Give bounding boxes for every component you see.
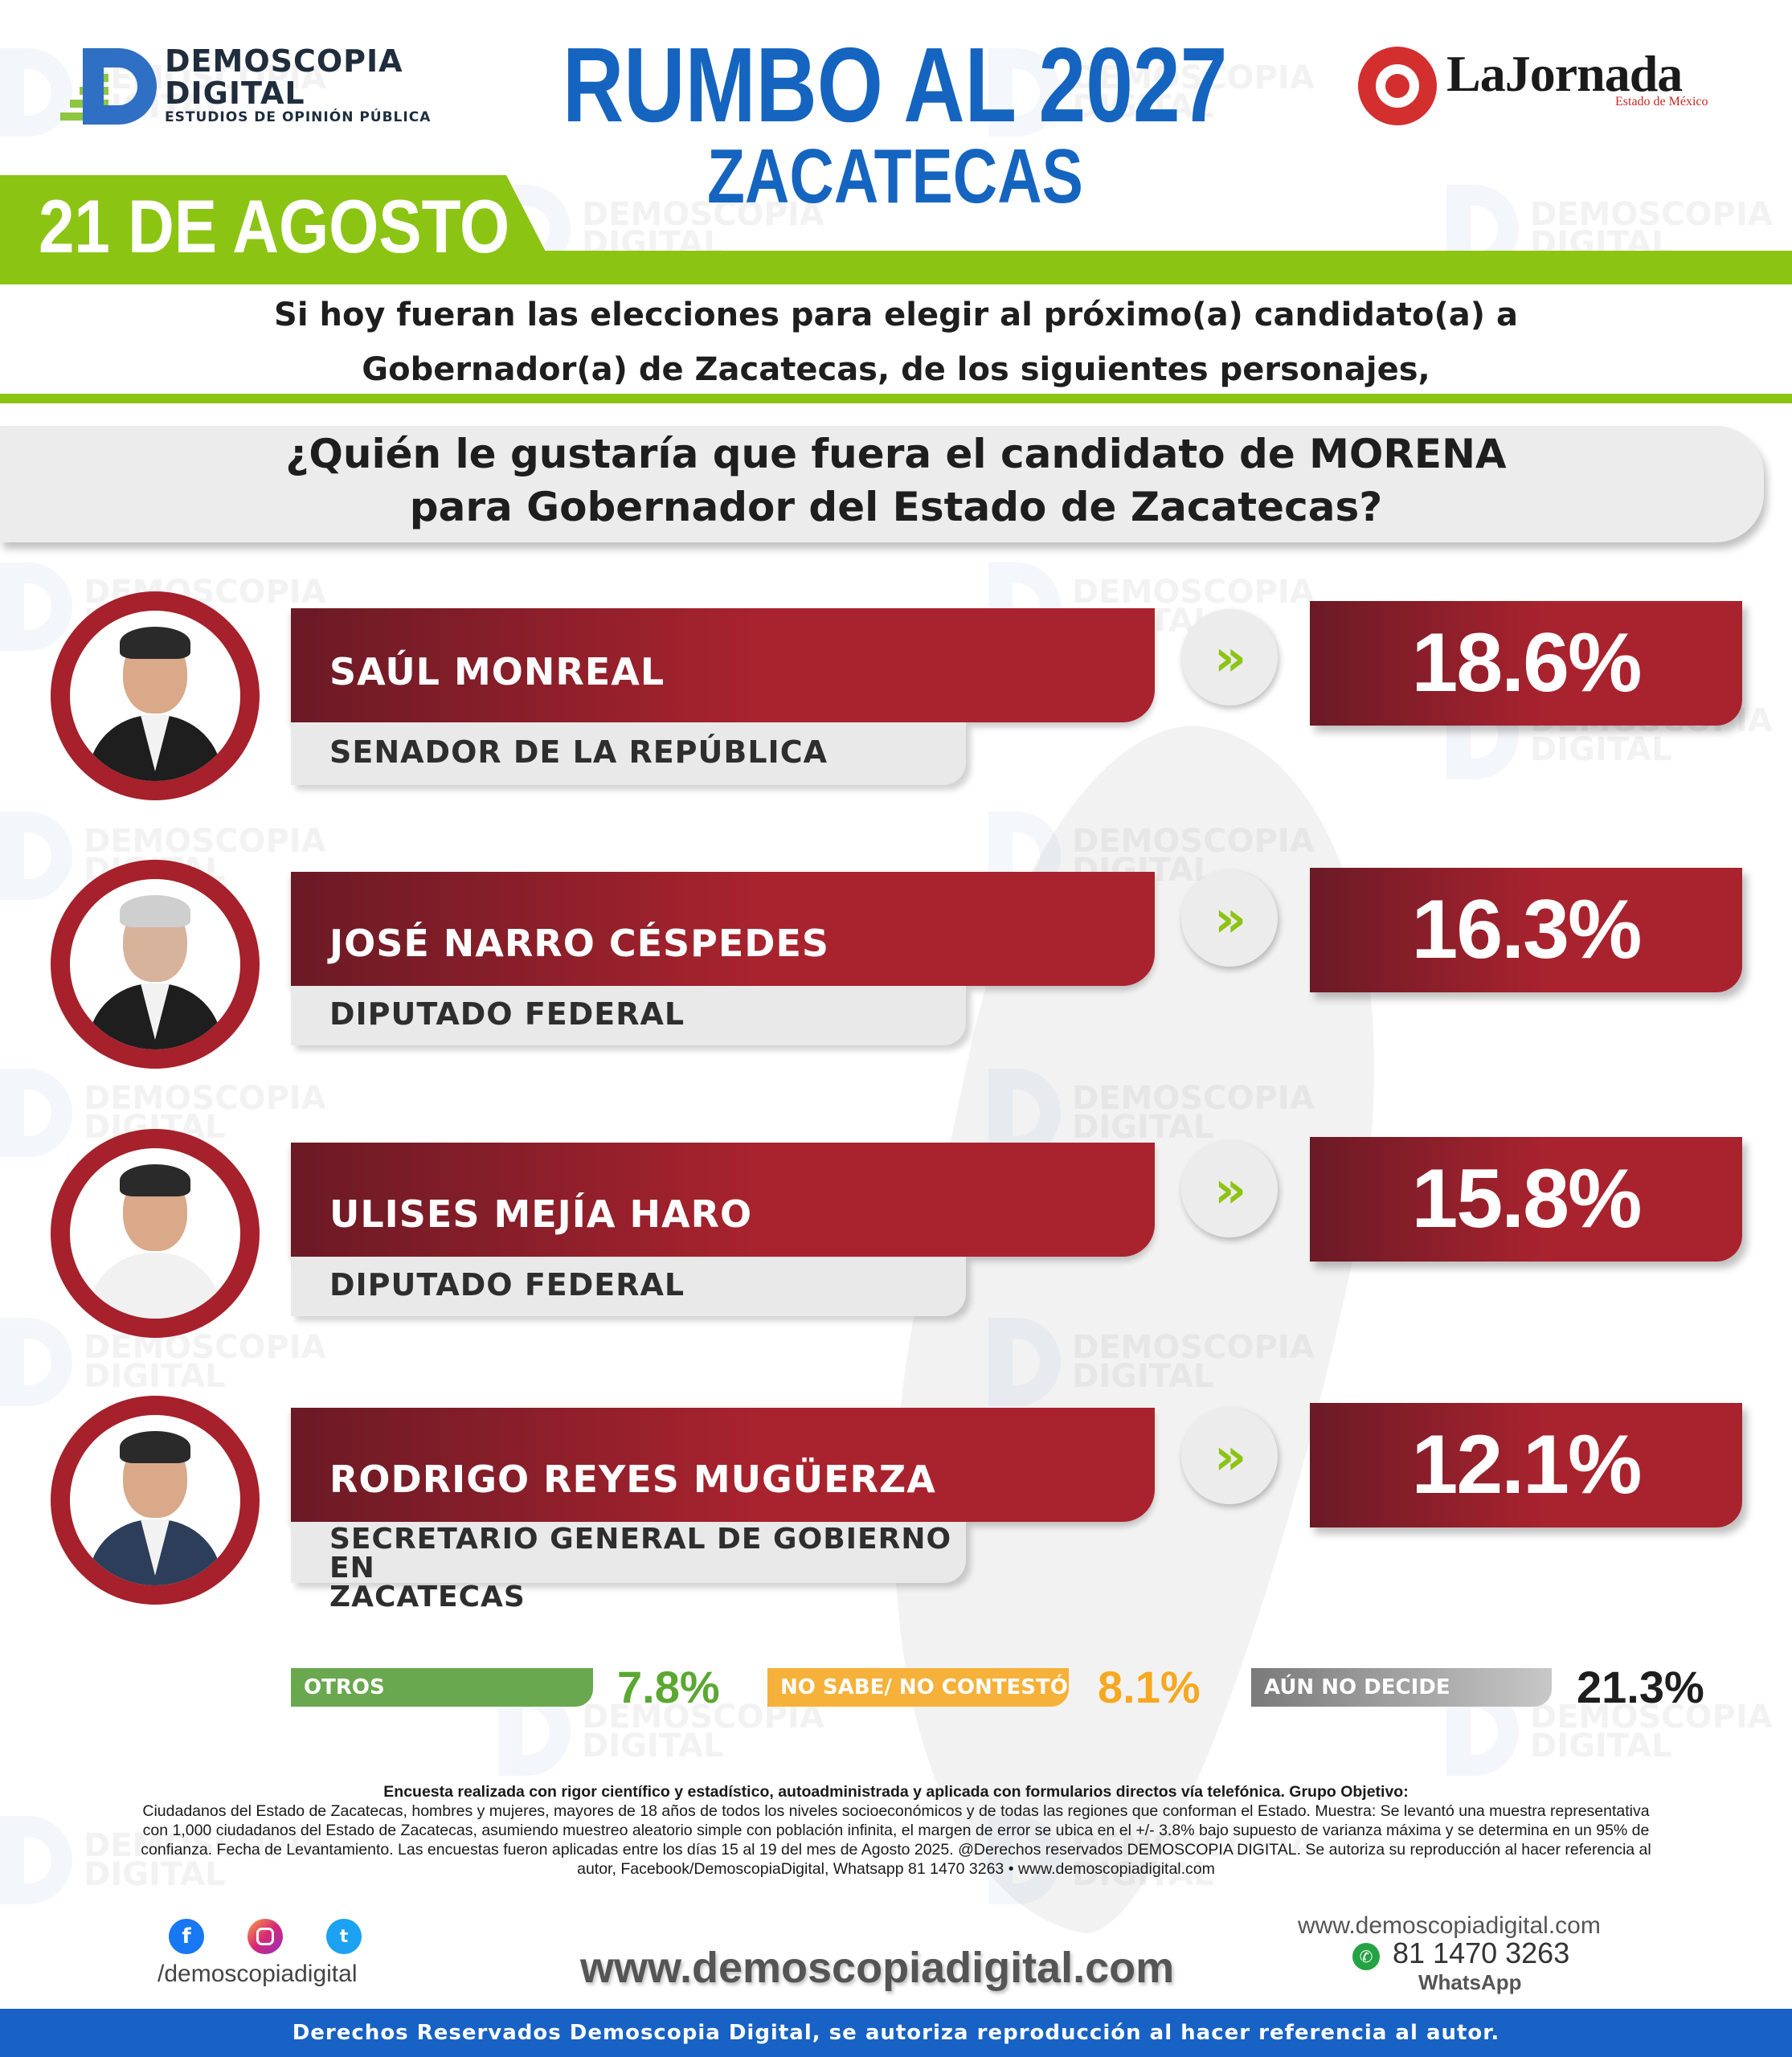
candidate-name: ULISES MEJÍA HARO [329, 1192, 753, 1236]
candidate-role-bar: SENADOR DE LA REPÚBLICA [291, 722, 966, 785]
header-green-band [0, 251, 1792, 284]
question-text: ¿Quién le gustaría que fuera el candidat… [161, 427, 1631, 534]
candidate-role: SENADOR DE LA REPÚBLICA [329, 734, 828, 770]
candidate-name-bar: RODRIGO REYES MUGÜERZA [291, 1408, 1155, 1522]
instagram-icon[interactable] [248, 1919, 283, 1954]
candidate-percent-box: 12.1% [1310, 1403, 1742, 1527]
undecided-percent: 21.3% [1577, 1662, 1704, 1712]
question-line-1: ¿Quién le gustaría que fuera el candidat… [285, 431, 1507, 477]
no-answer-percent: 8.1% [1098, 1662, 1201, 1712]
candidate-photo [51, 1129, 260, 1338]
candidate-percent-box: 16.3% [1310, 868, 1742, 992]
candidate-role: DIPUTADO FEDERAL [329, 1267, 685, 1302]
undecided-bar: AÚN NO DECIDE [1251, 1668, 1552, 1707]
double-chevron-right-icon: » [1181, 1408, 1278, 1504]
intro-line-1: Si hoy fueran las elecciones para elegir… [274, 296, 1518, 333]
candidate-role-bar: DIPUTADO FEDERAL [291, 1257, 966, 1316]
survey-date: 21 DE AGOSTO [39, 184, 510, 268]
candidate-role: SECRETARIO GENERAL DE GOBIERNO EN ZACATE… [329, 1525, 966, 1612]
whatsapp-label: WhatsApp [1418, 1970, 1522, 1994]
candidate-percent: 12.1% [1411, 1418, 1643, 1511]
facebook-icon[interactable]: f [169, 1919, 204, 1954]
intro-text: Si hoy fueran las elecciones para elegir… [161, 288, 1631, 397]
candidate-percent-box: 18.6% [1310, 601, 1742, 726]
no-answer-label: NO SABE/ NO CONTESTÓ [780, 1675, 1068, 1699]
website-link[interactable]: www.demoscopiadigital.com [580, 1944, 1175, 1992]
page-subtitle: ZACATECAS [707, 133, 1083, 219]
candidate-name: SAÚL MONREAL [329, 650, 665, 693]
double-chevron-right-icon: » [1181, 1141, 1278, 1237]
candidate-role-line-2: ZACATECAS [329, 1581, 526, 1613]
candidate-role-line-1: SECRETARIO GENERAL DE GOBIERNO EN [329, 1523, 952, 1585]
double-chevron-right-icon: » [1181, 870, 1278, 967]
website-link-small[interactable]: www.demoscopiadigital.com [1298, 1912, 1601, 1939]
others-label: OTROS [304, 1675, 385, 1699]
candidate-percent: 16.3% [1411, 883, 1643, 976]
candidate-name: JOSÉ NARRO CÉSPEDES [329, 922, 830, 965]
candidate-percent: 18.6% [1411, 616, 1643, 710]
candidate-percent-box: 15.8% [1310, 1137, 1742, 1262]
candidate-name: RODRIGO REYES MUGÜERZA [329, 1458, 936, 1501]
methodology-line: Ciudadanos del Estado de Zacatecas, homb… [142, 1802, 1650, 1820]
partner-name: LaJornada [1446, 45, 1683, 102]
whatsapp-icon[interactable]: ✆ [1352, 1943, 1380, 1970]
question-box [0, 426, 1764, 542]
la-jornada-logo-icon [1358, 47, 1437, 125]
candidate-name-bar: ULISES MEJÍA HARO [291, 1143, 1155, 1257]
methodology-line: Encuesta realizada con rigor científico … [383, 1783, 1409, 1801]
candidate-role-bar: DIPUTADO FEDERAL [291, 986, 966, 1045]
page-title: RUMBO AL 2027 [563, 26, 1228, 144]
no-answer-bar: NO SABE/ NO CONTESTÓ [767, 1668, 1069, 1707]
candidate-name-bar: JOSÉ NARRO CÉSPEDES [291, 872, 1155, 986]
undecided-label: AÚN NO DECIDE [1264, 1675, 1450, 1699]
methodology-text: Encuesta realizada con rigor científico … [48, 1782, 1744, 1879]
social-handle[interactable]: /demoscopiadigital [158, 1961, 358, 1987]
footer-bar: Derechos Reservados Demoscopia Digital, … [0, 2009, 1792, 2057]
question-line-2: para Gobernador del Estado de Zacatecas? [409, 484, 1383, 530]
double-chevron-right-icon: » [1181, 609, 1278, 705]
methodology-line: confianza. Fecha de Levantamiento. Las e… [141, 1841, 1651, 1859]
others-percent: 7.8% [617, 1662, 720, 1712]
brand-name-line1: DEMOSCOPIA [165, 43, 403, 79]
twitter-icon[interactable]: t [326, 1919, 362, 1954]
candidate-name-bar: SAÚL MONREAL [291, 608, 1155, 722]
intro-line-2: Gobernador(a) de Zacatecas, de los sigui… [362, 351, 1430, 388]
whatsapp-number[interactable]: 81 1470 3263 [1393, 1936, 1570, 1969]
partner-region: Estado de México [1615, 95, 1708, 108]
candidate-photo [51, 860, 260, 1069]
demoscopia-logo-icon [60, 48, 157, 125]
brand-name-line2: DIGITAL [165, 76, 305, 111]
candidate-photo [51, 591, 260, 800]
intro-background [0, 284, 1792, 389]
candidate-percent: 15.8% [1411, 1152, 1643, 1245]
brand-name: DEMOSCOPIA DIGITAL [165, 45, 403, 109]
divider [0, 394, 1792, 403]
methodology-line: autor, Facebook/DemoscopiaDigital, Whats… [577, 1860, 1215, 1878]
candidate-photo [51, 1396, 260, 1605]
footer-text: Derechos Reservados Demoscopia Digital, … [292, 2021, 1500, 2045]
methodology-line: con 1,000 ciudadanos del Estado de Zacat… [142, 1822, 1650, 1839]
others-bar: OTROS [291, 1668, 593, 1707]
candidate-role: DIPUTADO FEDERAL [329, 996, 685, 1032]
candidate-role-bar: SECRETARIO GENERAL DE GOBIERNO EN ZACATE… [291, 1522, 966, 1612]
brand-tagline: ESTUDIOS DE OPINIÓN PÚBLICA [165, 109, 432, 125]
